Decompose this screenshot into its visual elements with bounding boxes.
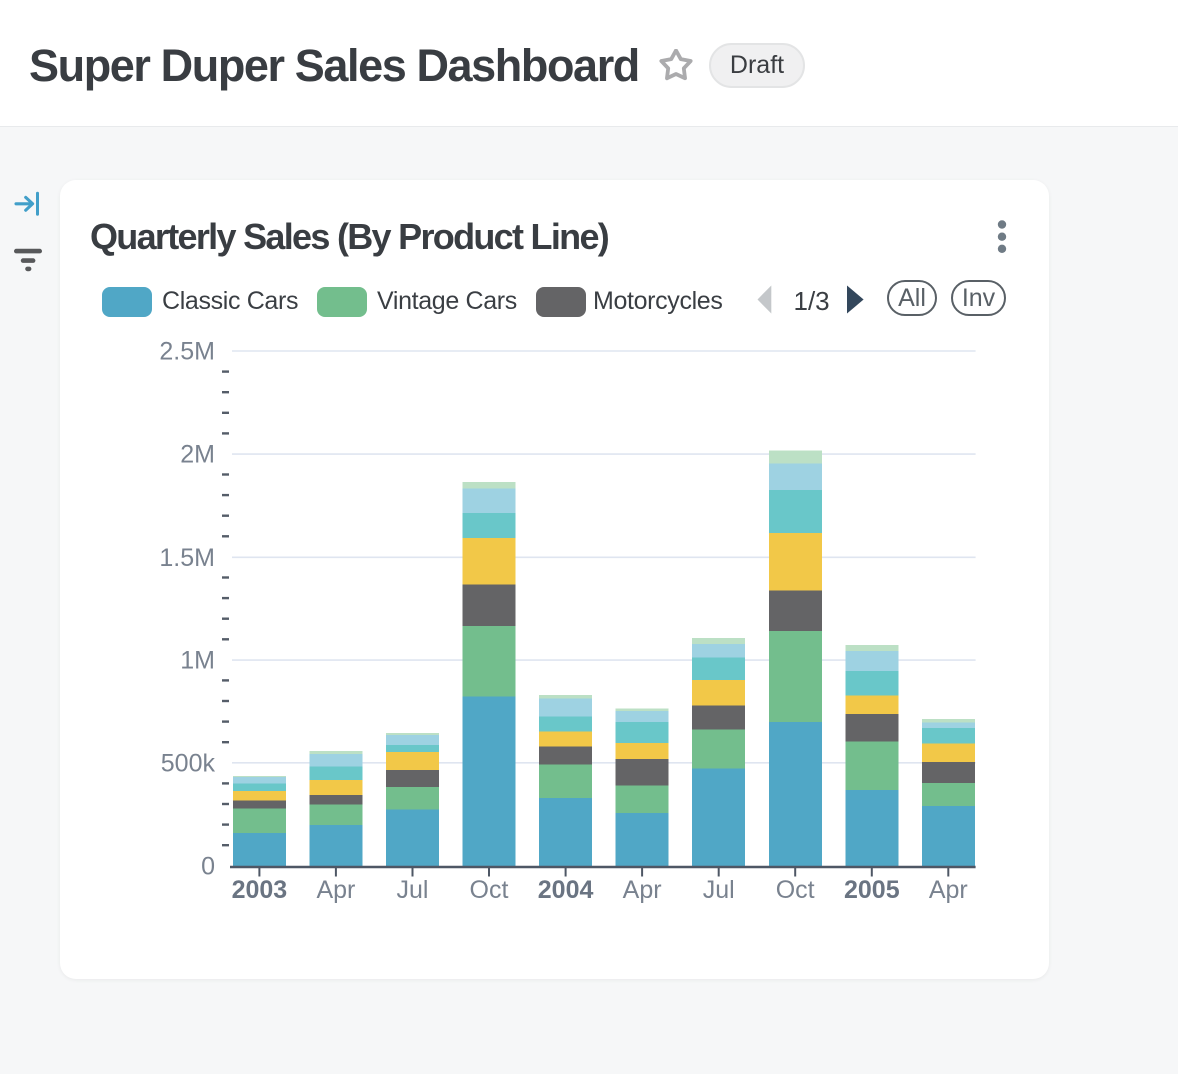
svg-text:2.5M: 2.5M [159,338,215,366]
svg-text:Oct: Oct [776,876,815,904]
svg-text:0: 0 [201,853,215,881]
svg-text:2003: 2003 [232,876,288,904]
svg-text:1.5M: 1.5M [159,544,215,572]
svg-text:Jul: Jul [397,876,429,904]
svg-text:Apr: Apr [316,876,355,904]
svg-text:Apr: Apr [623,876,662,904]
svg-text:2M: 2M [180,441,215,469]
svg-text:2004: 2004 [538,876,594,904]
svg-text:Apr: Apr [929,876,968,904]
svg-text:500k: 500k [161,749,216,777]
svg-text:Jul: Jul [703,876,735,904]
svg-text:1M: 1M [180,647,215,675]
svg-text:Oct: Oct [470,876,509,904]
svg-text:2005: 2005 [844,876,900,904]
